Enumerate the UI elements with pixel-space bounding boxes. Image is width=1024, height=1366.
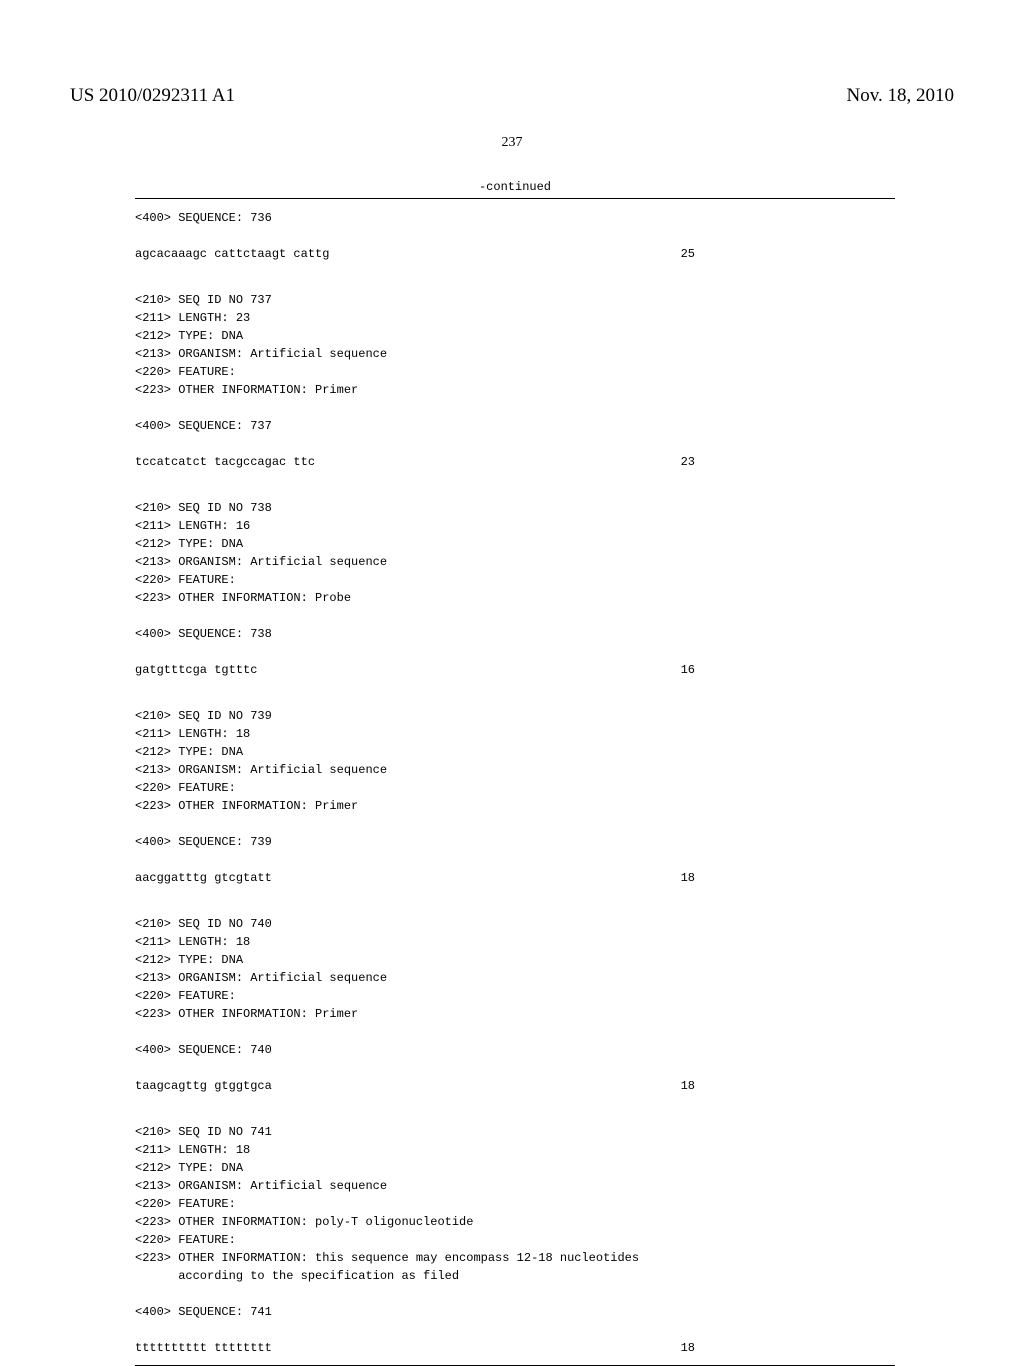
sequence-length: 16 [681,661,895,679]
sequence-entry: <400> SEQUENCE: 736 agcacaaagc cattctaag… [135,209,895,263]
sequence-data-line: agcacaaagc cattctaagt cattg 25 [135,245,895,263]
sequence-header: <210> SEQ ID NO 739 <211> LENGTH: 18 <21… [135,707,895,851]
publication-number: US 2010/0292311 A1 [70,85,235,107]
sequence-entry: <210> SEQ ID NO 739 <211> LENGTH: 18 <21… [135,707,895,887]
sequence-text: agcacaaagc cattctaagt cattg [135,245,329,263]
sequence-data-line: taagcagttg gtggtgca 18 [135,1077,895,1095]
sequence-entry: <210> SEQ ID NO 738 <211> LENGTH: 16 <21… [135,499,895,679]
sequence-data-line: tttttttttt tttttttt 18 [135,1339,895,1357]
sequence-header: <210> SEQ ID NO 740 <211> LENGTH: 18 <21… [135,915,895,1059]
sequence-length: 18 [681,1077,895,1095]
sequence-data-line: tccatcatct tacgccagac ttc 23 [135,453,895,471]
sequence-entry: <210> SEQ ID NO 741 <211> LENGTH: 18 <21… [135,1123,895,1357]
sequence-data-line: gatgtttcga tgtttc 16 [135,661,895,679]
sequence-header: <210> SEQ ID NO 737 <211> LENGTH: 23 <21… [135,291,895,435]
continued-label: -continued [135,180,895,194]
publication-date: Nov. 18, 2010 [847,85,955,107]
sequence-text: tttttttttt tttttttt [135,1339,272,1357]
sequence-length: 23 [681,453,895,471]
sequence-text: tccatcatct tacgccagac ttc [135,453,315,471]
divider-top [135,198,895,199]
page-number: 237 [0,135,1024,151]
sequence-header: <210> SEQ ID NO 741 <211> LENGTH: 18 <21… [135,1123,895,1321]
sequence-length: 18 [681,1339,895,1357]
sequence-entry: <210> SEQ ID NO 740 <211> LENGTH: 18 <21… [135,915,895,1095]
sequence-text: aacggatttg gtcgtatt [135,869,272,887]
sequence-entry: <210> SEQ ID NO 737 <211> LENGTH: 23 <21… [135,291,895,471]
sequence-data-line: aacggatttg gtcgtatt 18 [135,869,895,887]
sequence-listing-content: -continued <400> SEQUENCE: 736 agcacaaag… [135,180,895,1366]
page-header: US 2010/0292311 A1 Nov. 18, 2010 [0,85,1024,107]
sequence-text: gatgtttcga tgtttc [135,661,257,679]
sequence-header: <210> SEQ ID NO 738 <211> LENGTH: 16 <21… [135,499,895,643]
sequence-length: 25 [681,245,895,263]
sequence-header: <400> SEQUENCE: 736 [135,209,895,227]
sequence-length: 18 [681,869,895,887]
sequence-text: taagcagttg gtggtgca [135,1077,272,1095]
